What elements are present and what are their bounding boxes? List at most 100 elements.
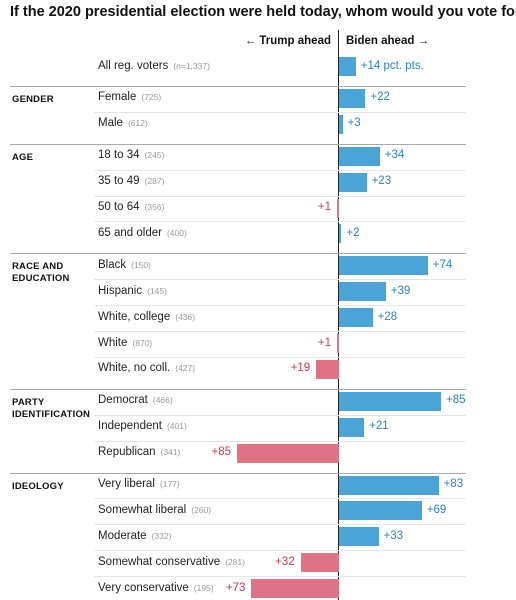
row-separator xyxy=(94,279,466,281)
value-label: +14 pct. pts. xyxy=(360,59,424,72)
bar xyxy=(339,172,367,192)
group-separator xyxy=(10,388,466,390)
value-label: +73 xyxy=(225,581,246,594)
value-label: +85 xyxy=(446,394,466,407)
group-label: PARTY IDENTIFICATION xyxy=(12,396,91,420)
bar xyxy=(337,334,339,353)
group-label: GENDER xyxy=(12,93,54,105)
value-label: +1 xyxy=(317,336,331,349)
bar xyxy=(339,114,343,134)
sample-size: (427) xyxy=(175,363,196,374)
row-label: Republican (341) xyxy=(98,446,181,459)
value-label: +2 xyxy=(346,226,360,239)
row-label: 35 to 49 (287) xyxy=(98,175,165,188)
bar xyxy=(339,57,356,76)
sample-size: (341) xyxy=(160,447,181,458)
sample-size: (400) xyxy=(166,227,187,238)
sample-size: (177) xyxy=(159,479,180,489)
sample-size: (356) xyxy=(144,202,165,212)
bar xyxy=(339,256,428,276)
row-separator xyxy=(94,414,466,416)
bar xyxy=(339,475,439,495)
sample-size: (n=1,337) xyxy=(173,60,210,71)
value-label: +34 xyxy=(384,149,405,162)
row-separator xyxy=(94,169,466,171)
row-label: White, no coll. (427) xyxy=(98,362,196,375)
row-label: Black (150) xyxy=(98,258,151,271)
sample-size: (287) xyxy=(144,176,165,187)
row-label: Independent (401) xyxy=(98,420,187,433)
value-label: +32 xyxy=(275,555,295,568)
value-label: +23 xyxy=(371,175,392,188)
sample-size: (145) xyxy=(147,285,167,296)
value-label: +74 xyxy=(432,258,453,271)
row-separator xyxy=(94,356,466,358)
bar xyxy=(251,579,339,599)
bar xyxy=(339,527,379,547)
sample-size: (260) xyxy=(191,504,212,515)
bar xyxy=(339,282,386,302)
row-label: Democrat (466) xyxy=(98,394,173,407)
group-label: IDEOLOGY xyxy=(12,480,64,492)
value-label: +28 xyxy=(377,310,398,323)
sample-size: (466) xyxy=(152,395,173,406)
chart-title: If the 2020 presidential election were h… xyxy=(10,4,516,20)
sample-size: (401) xyxy=(166,421,187,432)
row-separator xyxy=(94,111,466,113)
row-label: 50 to 64 (356) xyxy=(98,201,165,213)
row-label: White (870) xyxy=(98,336,153,349)
value-label: +22 xyxy=(370,91,390,104)
sample-size: (870) xyxy=(132,337,153,348)
value-label: +33 xyxy=(383,529,404,542)
row-label: Moderate (332) xyxy=(98,529,172,542)
sample-size: (281) xyxy=(225,556,245,567)
bar xyxy=(237,443,339,463)
row-separator xyxy=(94,305,466,307)
row-label: All reg. voters (n=1,337) xyxy=(98,59,210,72)
bar xyxy=(339,391,441,411)
sample-size: (245) xyxy=(144,150,165,161)
bar xyxy=(316,359,339,379)
value-label: +69 xyxy=(426,503,447,516)
row-label: Very conservative (195) xyxy=(98,581,214,594)
sample-size: (150) xyxy=(131,259,151,270)
sample-size: (332) xyxy=(151,530,172,541)
bar xyxy=(300,553,339,573)
row-label: Somewhat liberal (260) xyxy=(98,503,212,516)
group-separator xyxy=(10,143,466,145)
group-separator xyxy=(10,85,466,87)
sample-size: (612) xyxy=(127,118,148,129)
row-label: 18 to 34 (245) xyxy=(98,149,165,162)
group-separator xyxy=(10,253,466,255)
sample-size: (436) xyxy=(175,311,196,322)
row-separator xyxy=(94,440,466,442)
row-separator xyxy=(94,221,466,223)
value-label: +39 xyxy=(390,284,411,297)
value-label: +83 xyxy=(443,478,464,490)
row-label: Male (612) xyxy=(98,117,148,130)
bar xyxy=(339,308,373,328)
group-separator xyxy=(10,472,466,474)
group-label: RACE AND EDUCATION xyxy=(12,261,70,285)
zero-axis-line xyxy=(338,30,339,600)
row-separator xyxy=(94,195,466,197)
row-label: Somewhat conservative (281) xyxy=(98,555,245,568)
value-label: +3 xyxy=(347,117,361,130)
value-label: +85 xyxy=(211,446,231,459)
row-label: Very liberal (177) xyxy=(98,478,180,490)
row-separator xyxy=(94,498,466,500)
row-label: White, college (436) xyxy=(98,310,196,323)
value-label: +1 xyxy=(317,201,331,213)
value-label: +21 xyxy=(369,420,389,433)
bar xyxy=(339,88,366,108)
bar xyxy=(339,501,422,521)
bar xyxy=(337,198,339,218)
bar xyxy=(339,146,380,166)
row-separator xyxy=(94,331,466,332)
bar xyxy=(339,417,365,437)
bar xyxy=(339,224,342,244)
row-separator xyxy=(94,524,466,526)
row-label: Female (725) xyxy=(98,91,162,104)
row-separator xyxy=(94,576,466,578)
